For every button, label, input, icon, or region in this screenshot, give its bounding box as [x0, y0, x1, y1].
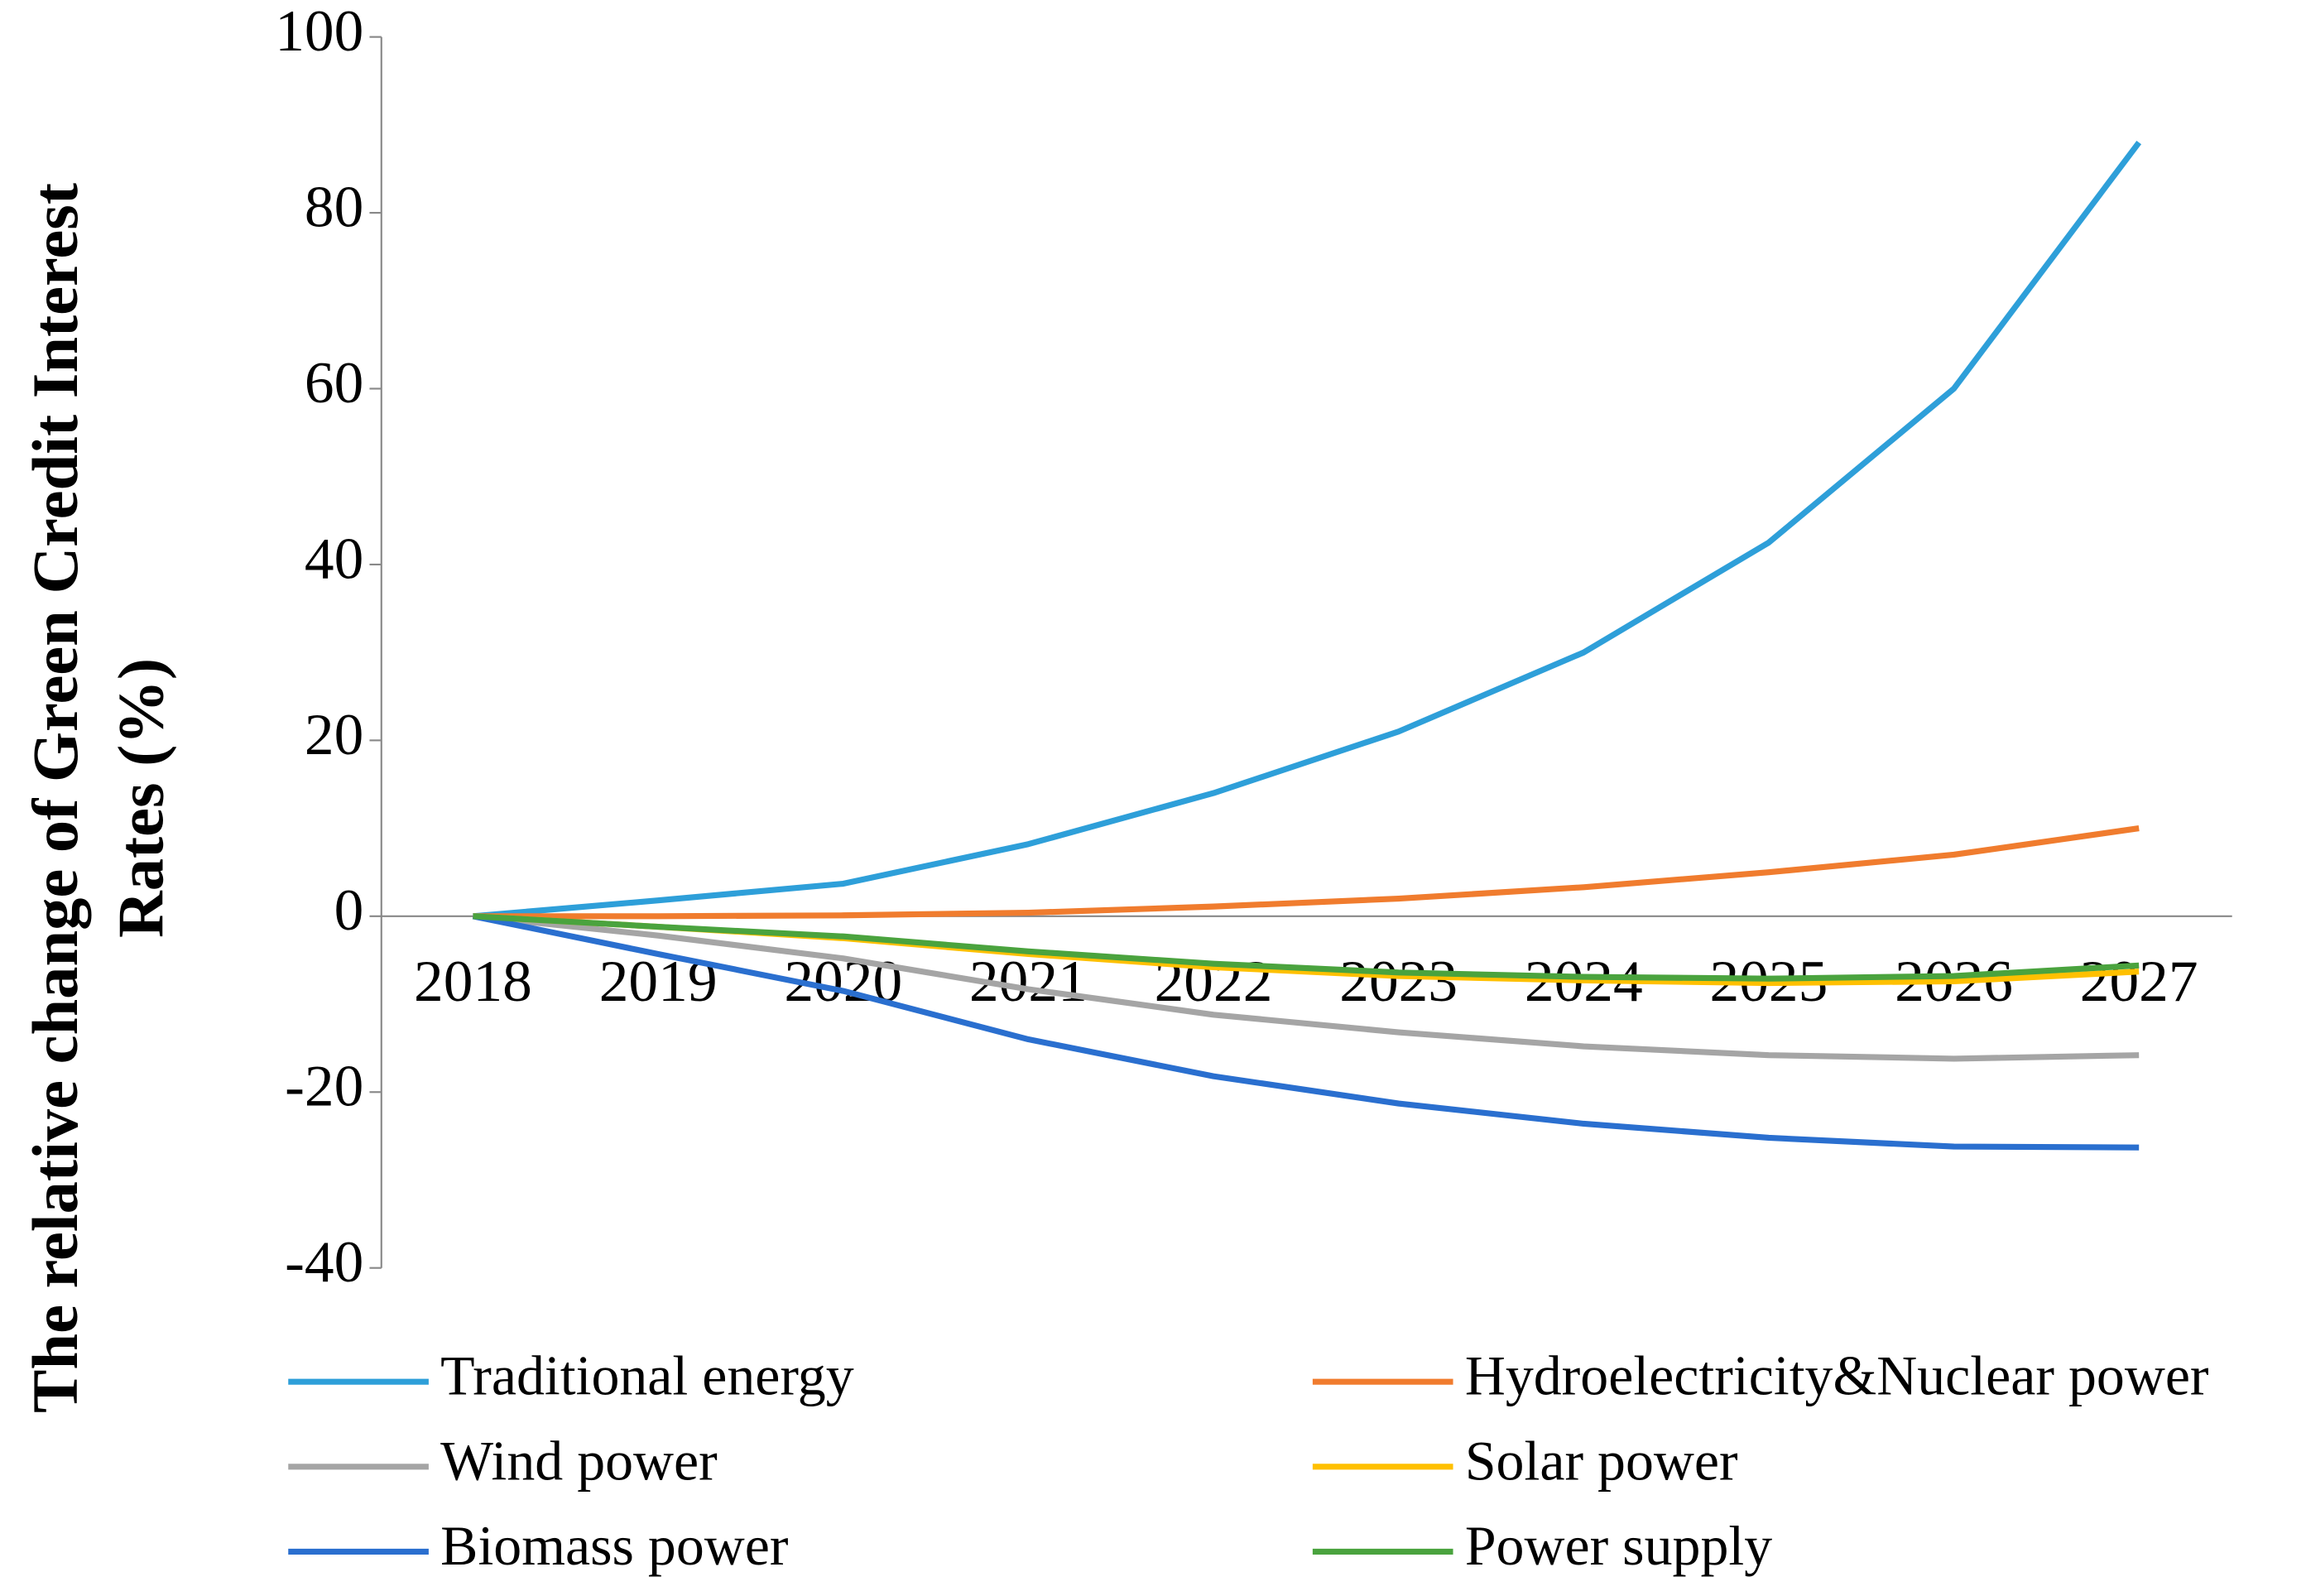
legend-label: Power supply: [1465, 1515, 1772, 1577]
x-tick-label: 2018: [414, 949, 532, 1014]
legend-label: Traditional energy: [440, 1345, 854, 1407]
data-line: [473, 913, 2140, 1062]
y-tick-label: 40: [305, 526, 363, 591]
y-axis-title-line: Rates (%): [105, 658, 177, 938]
y-tick-label: 80: [305, 174, 363, 239]
data-line: [473, 825, 2140, 920]
legend-label: Hydroelectricity&Nuclear power: [1465, 1345, 2209, 1407]
x-tick-label: 2023: [1339, 949, 1458, 1014]
legend-label: Biomass power: [440, 1515, 788, 1577]
x-tick-label: 2027: [2080, 949, 2198, 1014]
y-axis-title-line: The relative change of Green Credit Inte…: [19, 183, 91, 1413]
data-line: [473, 140, 2142, 920]
y-tick-label: 100: [275, 0, 363, 64]
y-axis-title: The relative change of Green Credit Inte…: [19, 183, 177, 1413]
data-line: [473, 913, 2140, 982]
y-tick-label: -20: [285, 1054, 363, 1119]
y-tick-label: 60: [305, 350, 363, 416]
legend-label: Wind power: [440, 1430, 718, 1492]
y-tick-label: 0: [334, 877, 364, 943]
x-tick-label: 2019: [599, 949, 718, 1014]
data-line: [473, 913, 2140, 987]
data-line: [472, 913, 2140, 1151]
y-tick-label: 20: [305, 702, 363, 767]
legend-label: Solar power: [1465, 1430, 1738, 1492]
y-tick-label: -40: [285, 1229, 363, 1295]
